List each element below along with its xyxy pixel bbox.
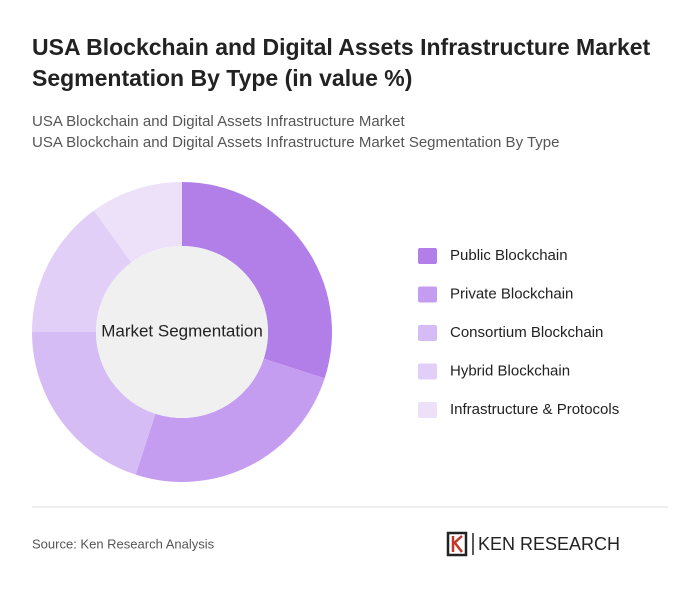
legend-swatch (418, 363, 437, 380)
legend-swatch (418, 248, 437, 264)
donut-segment (32, 210, 132, 332)
subtitle: USA Blockchain and Digital Assets Infras… (32, 113, 405, 130)
legend: Public Blockchain Private Blockchain Conso… (418, 247, 619, 418)
legend-label: Private Blockchain (450, 285, 573, 302)
logo: KEN RESEARCH (446, 531, 620, 557)
legend-label: Public Blockchain (450, 247, 568, 264)
chart-title: USA Blockchain and Digital Assets Infras… (32, 34, 651, 91)
brand: KEN RESEARCH (478, 534, 620, 554)
donut (32, 182, 332, 482)
center-label: Market Segmentation (101, 321, 263, 340)
donut-segment (93, 182, 182, 263)
donut-segment (182, 182, 332, 379)
source: Source: Ken Research Analysis (32, 536, 215, 551)
donut-segment (135, 358, 325, 482)
legend-swatch (418, 286, 437, 303)
legend-label: Infrastructure & Protocols (450, 401, 619, 418)
logo-icon (451, 535, 463, 553)
subtitle: USA Blockchain and Digital Assets Infras… (32, 134, 559, 151)
legend-swatch (418, 402, 437, 418)
legend-swatch (418, 325, 437, 341)
legend-label: Consortium Blockchain (450, 324, 603, 341)
legend-label: Hybrid Blockchain (450, 362, 570, 379)
donut-segment (32, 332, 156, 475)
logo-icon (446, 531, 468, 557)
donut-hole (96, 246, 268, 418)
